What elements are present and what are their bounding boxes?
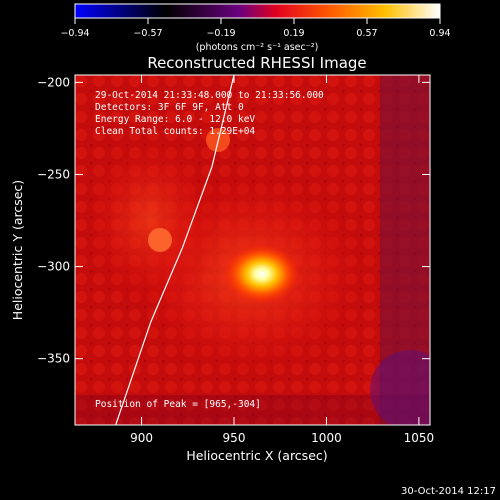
y-tick-label: −350 xyxy=(37,352,70,366)
y-tick-label: −300 xyxy=(37,260,70,274)
annotation-line-3: Energy Range: 6.0 - 12.0 keV xyxy=(95,114,255,125)
axis-ticks: 900 950 1000 1050 −200 −250 −300 −350 xyxy=(37,75,434,445)
y-axis-label: Heliocentric Y (arcsec) xyxy=(10,180,25,320)
x-tick-label: 900 xyxy=(130,431,153,445)
plot-frame xyxy=(74,74,431,426)
chart-title: Reconstructed RHESSI Image xyxy=(147,54,366,72)
colorbar-tick-label: −0.94 xyxy=(60,28,89,39)
y-tick-label: −250 xyxy=(37,167,70,181)
colorbar-tick-label: 0.57 xyxy=(356,28,377,39)
peak-position-label: Position of Peak = [965,-304] xyxy=(95,399,261,410)
colorbar-tick-label: −0.57 xyxy=(133,28,162,39)
annotation-line-1: 29-Oct-2014 21:33:48.000 to 21:33:56.000 xyxy=(95,90,324,101)
colorbar-tick-label: 0.94 xyxy=(429,28,450,39)
colorbar-unit-label: (photons cm⁻² s⁻¹ asec⁻²) xyxy=(196,42,319,53)
x-tick-label: 1000 xyxy=(311,431,342,445)
peak-source xyxy=(223,243,300,304)
annotation-block: 29-Oct-2014 21:33:48.000 to 21:33:56.000… xyxy=(95,90,324,137)
solar-limb-curve xyxy=(115,75,235,425)
colorbar xyxy=(74,3,441,19)
colorbar-tick-label: 0.19 xyxy=(283,28,304,39)
colorbar-ticks: −0.94 −0.57 −0.19 0.19 0.57 0.94 xyxy=(60,18,451,39)
colorbar-tick-label: −0.19 xyxy=(206,28,235,39)
heatmap-image xyxy=(75,75,430,425)
x-axis-label: Heliocentric X (arcsec) xyxy=(186,448,327,463)
footer-date: 30-Oct-2014 12:17 xyxy=(401,486,496,497)
annotation-line-2: Detectors: 3F 6F 9F, Att 0 xyxy=(95,102,244,113)
y-tick-label: −200 xyxy=(37,75,70,89)
x-tick-label: 950 xyxy=(223,431,246,445)
annotation-line-4: Clean Total counts: 1.29E+04 xyxy=(95,126,255,137)
x-tick-label: 1050 xyxy=(404,431,435,445)
